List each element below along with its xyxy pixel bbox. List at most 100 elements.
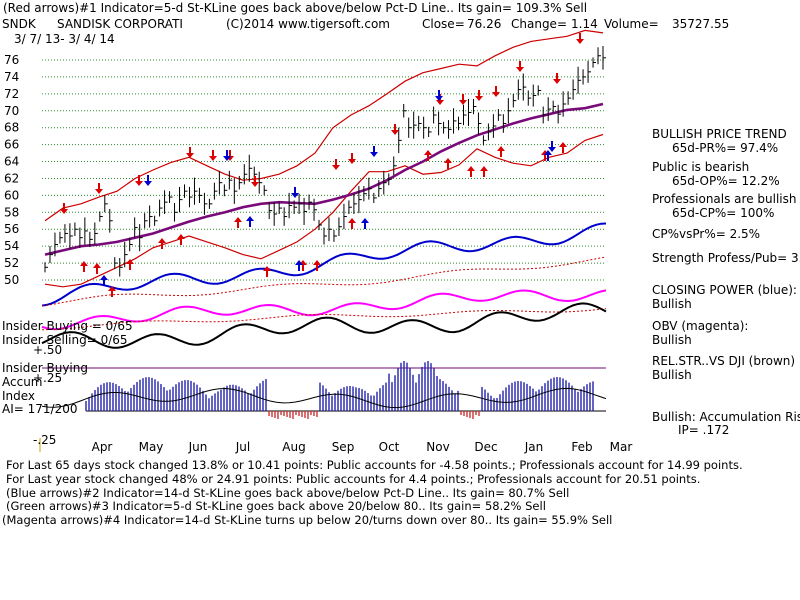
minus25-label: -.25	[33, 433, 57, 447]
price-bar	[293, 200, 298, 214]
price-bar	[323, 227, 327, 245]
sell-arrow	[95, 183, 103, 194]
buy-arrow	[158, 238, 166, 249]
x-tick-label: May	[139, 440, 164, 454]
price-bar	[129, 237, 133, 252]
footer-line-5: (Magenta arrows)#4 Indicator=14-d St-KLi…	[2, 513, 613, 527]
accumulation-title: Bullish: Accumulation Risi	[652, 410, 800, 424]
price-bar	[438, 111, 442, 136]
y-tick-label: 70	[4, 104, 19, 118]
trend-title: BULLISH PRICE TREND	[652, 127, 787, 141]
price-bar	[268, 202, 273, 220]
arrow-head	[135, 181, 143, 186]
price-bar	[169, 191, 173, 203]
sell-arrow	[144, 175, 152, 186]
price-bar	[223, 184, 228, 197]
price-bar	[213, 182, 218, 200]
moving-average	[44, 102, 604, 256]
y-tick-label: 56	[4, 222, 19, 236]
arrow-head	[348, 159, 356, 164]
cp-vs-pr: CP%vsPr%= 2.5%	[652, 227, 761, 241]
price-bar	[423, 116, 427, 139]
price-bar	[477, 112, 482, 135]
volume-label: Volume=	[604, 17, 659, 31]
price-bar	[149, 205, 153, 228]
x-tick-label: Apr	[92, 440, 113, 454]
price-bar	[64, 224, 68, 243]
arrow-head	[144, 181, 152, 186]
price-bar	[134, 217, 138, 238]
sell-arrow	[391, 124, 399, 135]
closing-power-value: Bullish	[652, 297, 692, 311]
price-bar	[124, 241, 128, 268]
buy-arrow	[444, 158, 452, 169]
price-bar	[487, 123, 492, 141]
y-tick-label: 74	[4, 70, 19, 84]
index-label: Index	[2, 389, 36, 403]
price-bar	[587, 60, 592, 83]
sell-arrow	[223, 150, 231, 161]
buy-arrow	[544, 150, 552, 161]
arrow-head	[459, 100, 467, 105]
price-bar	[303, 197, 308, 225]
professionals-value: 65d-CP%= 100%	[672, 206, 775, 220]
price-bar	[463, 104, 467, 126]
price-bar	[79, 227, 83, 248]
price-bar	[258, 171, 263, 194]
price-bar	[188, 186, 193, 208]
buy-arrow	[497, 146, 505, 157]
footer-line-1: For Last 65 days stock changed 13.8% or …	[6, 458, 743, 472]
price-bar	[507, 98, 512, 124]
buy-arrow	[234, 217, 242, 228]
arrow-head	[186, 153, 194, 158]
price-bar	[383, 170, 387, 195]
price-bar	[448, 120, 452, 139]
sell-arrow	[492, 86, 500, 97]
sell-arrow	[348, 153, 356, 164]
x-tick-labels: Apr May Jun Jul Aug Sep Oct Nov Dec Jan Feb Mar	[39, 438, 632, 454]
arrow-head	[544, 150, 552, 155]
arrow-head	[234, 217, 242, 222]
obv-value: Bullish	[652, 333, 692, 347]
sell-arrow	[60, 203, 68, 214]
sell-arrow	[332, 159, 340, 170]
price-bar	[184, 184, 188, 198]
price-bar	[218, 170, 223, 195]
price-bar	[94, 222, 98, 245]
gridlines	[42, 59, 606, 281]
buy-arrow	[424, 150, 432, 161]
arrow-head	[158, 238, 166, 243]
sell-arrow	[186, 147, 194, 158]
price-bar	[527, 90, 532, 106]
buy-arrow	[313, 260, 321, 271]
sell-arrow	[553, 73, 561, 84]
price-bar	[159, 199, 163, 217]
price-bar	[288, 192, 293, 219]
y-tick-label: 68	[4, 121, 19, 135]
sell-arrow	[548, 141, 556, 152]
price-bar	[428, 126, 432, 137]
price-bar	[313, 198, 318, 221]
insider-buying-label-2: Insider Buying	[2, 361, 88, 375]
price-bar	[44, 262, 48, 273]
price-bar	[602, 45, 606, 70]
insider-selling-label: Insider Selling= 0/65	[2, 333, 128, 347]
price-bar	[104, 195, 108, 213]
price-bar	[418, 115, 422, 132]
change-label: Change=	[511, 17, 567, 31]
closing-power-ma	[41, 256, 607, 307]
price-bar	[557, 104, 562, 124]
price-bar	[233, 178, 238, 204]
buy-arrow	[100, 275, 108, 286]
y-tick-label: 50	[4, 273, 19, 287]
arrow-head	[246, 216, 254, 221]
x-tick-label: Sep	[332, 440, 355, 454]
price-bar	[49, 246, 53, 264]
buy-arrow	[295, 260, 303, 271]
strength-ratio: Strength Profess/Pub= 3.3	[652, 251, 800, 265]
arrow-head	[177, 234, 185, 239]
price-bar	[403, 104, 407, 118]
price-bar	[298, 193, 303, 214]
price-bar	[547, 97, 552, 121]
arrow-head	[497, 146, 505, 151]
